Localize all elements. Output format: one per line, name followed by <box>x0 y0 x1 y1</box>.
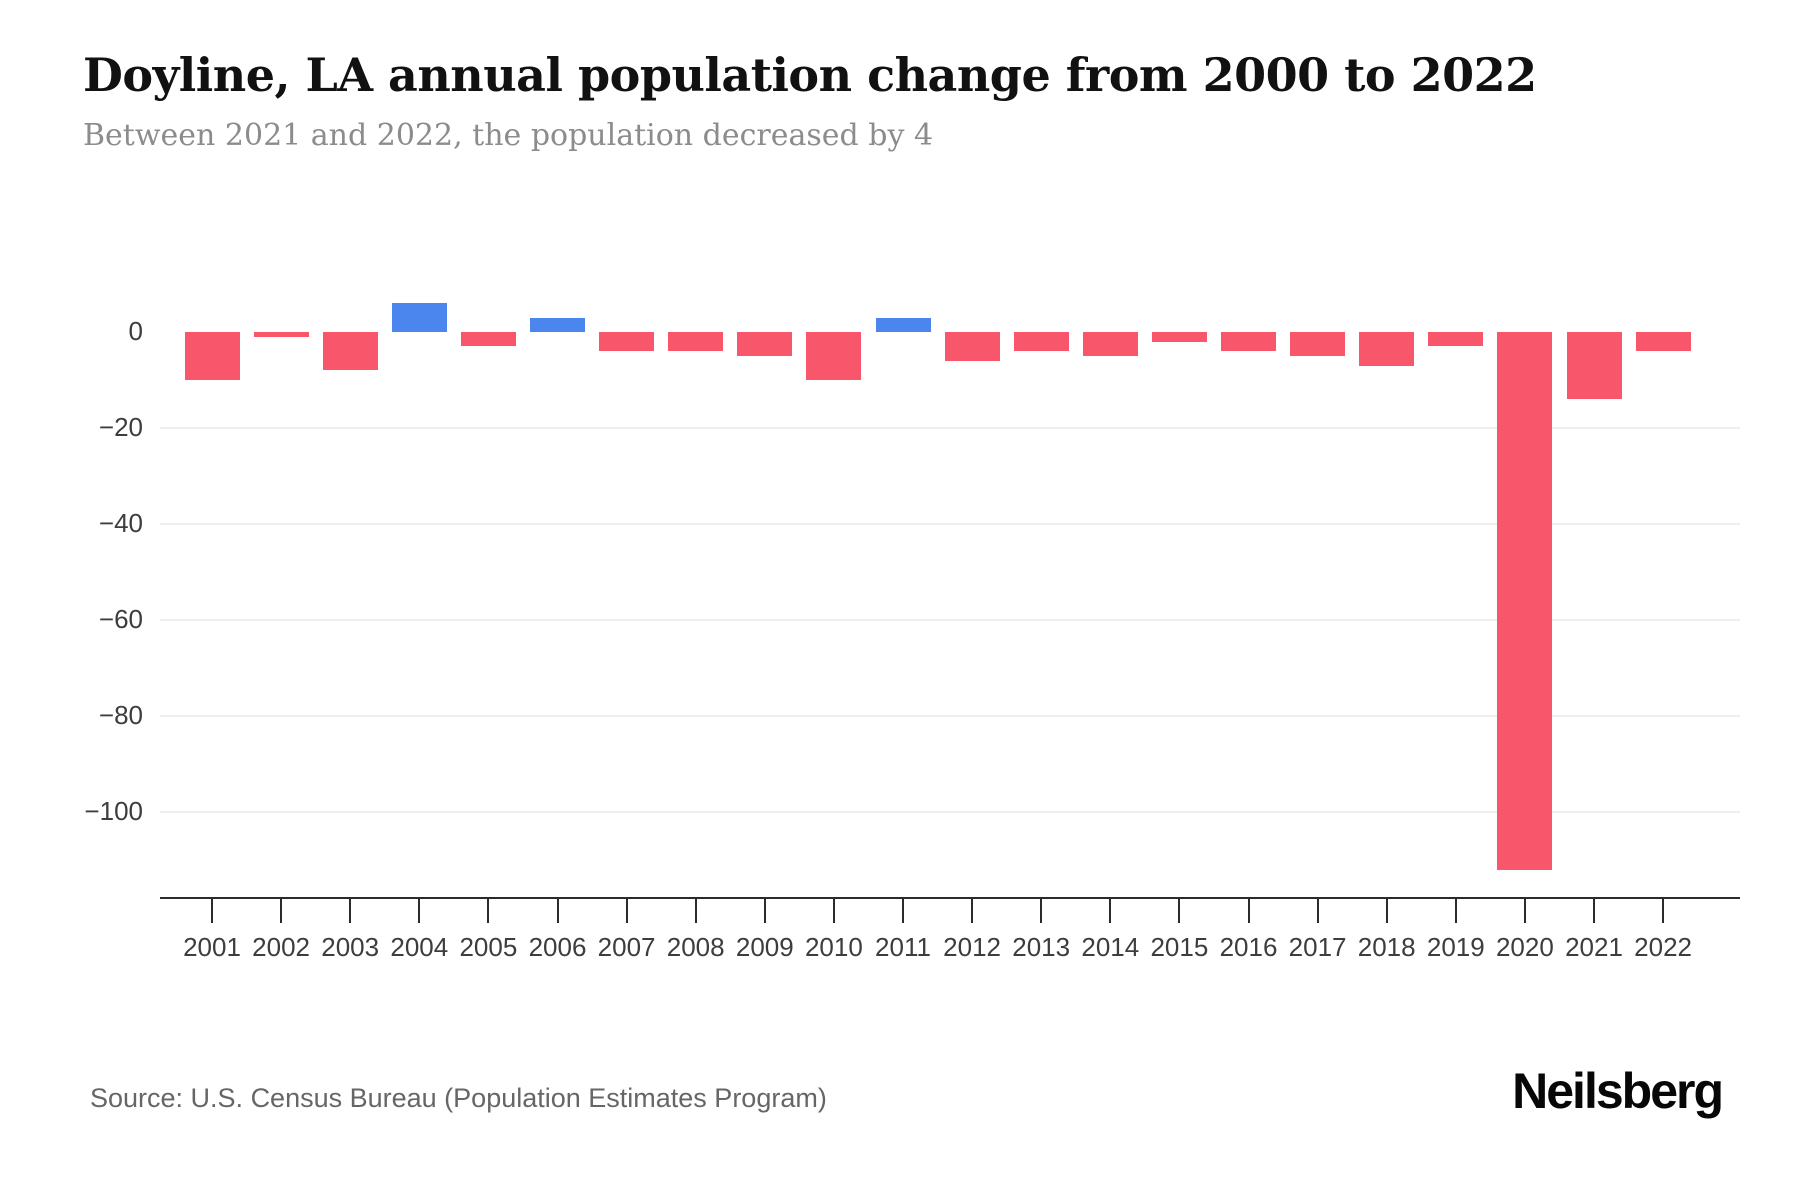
x-tick-2021 <box>1593 897 1595 923</box>
x-axis-label-2007: 2007 <box>597 932 656 962</box>
bar-2021[interactable] <box>1566 332 1622 400</box>
bar-2019[interactable] <box>1428 332 1484 347</box>
bar-2007[interactable] <box>599 332 655 352</box>
x-axis-label-2009: 2009 <box>735 932 794 962</box>
x-axis-label-2005: 2005 <box>459 932 518 962</box>
y-axis-label--60: −60 <box>98 604 143 634</box>
gridline--80 <box>160 715 1740 717</box>
x-axis-label-2017: 2017 <box>1288 932 1347 962</box>
x-tick-2017 <box>1316 897 1319 923</box>
neilsberg-logo: Neilsberg <box>1512 1063 1724 1119</box>
bar-2012[interactable] <box>944 332 1000 361</box>
x-axis-label-2006: 2006 <box>528 932 587 962</box>
x-axis-label-2015: 2015 <box>1150 932 1209 962</box>
bar-2005[interactable] <box>460 332 516 347</box>
bar-2006[interactable] <box>530 317 585 332</box>
x-tick-2004 <box>418 897 421 923</box>
x-tick-2001 <box>211 897 213 923</box>
x-axis-label-2002: 2002 <box>252 932 311 962</box>
x-axis-label-2021: 2021 <box>1565 932 1623 962</box>
bar-2002[interactable] <box>253 332 309 337</box>
bar-2018[interactable] <box>1359 332 1415 366</box>
x-axis-label-2014: 2014 <box>1081 932 1140 962</box>
bar-chart-plot-area: 0 −20 −40 −60 −80 −100 2001 2002 2003 2004 2005 200… <box>84 303 1740 962</box>
x-tick-2006 <box>556 897 559 923</box>
bar-2004[interactable] <box>391 303 447 332</box>
x-tick-2007 <box>625 897 628 923</box>
y-axis-label--80: −80 <box>98 700 143 730</box>
chart-subtitle: Between 2021 and 2022, the population de… <box>83 118 934 153</box>
x-tick-2022 <box>1662 897 1665 923</box>
bar-2015[interactable] <box>1151 332 1207 342</box>
bar-2011[interactable] <box>875 317 931 332</box>
x-tick-2014 <box>1109 897 1112 923</box>
x-axis-label-2004: 2004 <box>390 932 449 962</box>
x-axis-label-2003: 2003 <box>321 932 380 962</box>
x-axis-label-2016: 2016 <box>1219 932 1278 962</box>
bar-2010[interactable] <box>806 332 862 380</box>
x-tick-2018 <box>1385 897 1388 923</box>
x-axis-label-2013: 2013 <box>1012 932 1071 962</box>
y-axis-label--20: −20 <box>98 412 143 442</box>
bar-2003[interactable] <box>322 332 378 371</box>
chart-title: Doyline, LA annual population change fro… <box>83 48 1537 102</box>
x-axis-label-2022: 2022 <box>1634 932 1693 962</box>
x-axis-label-2008: 2008 <box>666 932 725 962</box>
bar-2013[interactable] <box>1013 332 1069 352</box>
x-tick-2005 <box>487 897 490 923</box>
x-axis-label-2001: 2001 <box>183 932 241 962</box>
x-tick-2003 <box>349 897 352 923</box>
bar-2016[interactable] <box>1221 332 1276 352</box>
x-axis-line <box>160 897 1740 899</box>
y-axis-label--100: −100 <box>84 796 143 826</box>
x-tick-2016 <box>1247 897 1250 923</box>
x-axis-label-2019: 2019 <box>1426 932 1485 962</box>
bar-2008[interactable] <box>668 332 724 352</box>
bar-2014[interactable] <box>1082 332 1138 356</box>
gridline--100 <box>160 811 1740 813</box>
x-tick-2010 <box>832 897 835 923</box>
bar-2009[interactable] <box>737 332 793 356</box>
bar-2020[interactable] <box>1497 332 1553 870</box>
x-tick-2009 <box>763 897 766 923</box>
x-axis-label-2011: 2011 <box>875 932 931 962</box>
x-tick-2015 <box>1178 897 1181 923</box>
x-tick-2012 <box>971 897 974 923</box>
bar-2001[interactable] <box>184 332 240 380</box>
y-axis-label-0: 0 <box>128 316 143 346</box>
source-note: Source: U.S. Census Bureau (Population E… <box>90 1083 827 1113</box>
x-axis-label-2018: 2018 <box>1357 932 1416 962</box>
y-axis-label--40: −40 <box>98 508 143 538</box>
x-tick-2019 <box>1454 897 1457 923</box>
x-tick-2020 <box>1523 897 1526 923</box>
x-tick-2002 <box>280 897 283 923</box>
gridline--40 <box>160 523 1740 525</box>
x-tick-2013 <box>1040 897 1043 923</box>
x-axis-label-2010: 2010 <box>804 932 863 962</box>
x-tick-2011 <box>902 897 904 923</box>
x-tick-2008 <box>694 897 697 923</box>
bar-2017[interactable] <box>1290 332 1346 356</box>
gridline--60 <box>160 619 1740 621</box>
gridline--20 <box>160 427 1740 429</box>
bar-2022[interactable] <box>1635 332 1691 352</box>
x-axis-label-2020: 2020 <box>1495 932 1554 962</box>
x-axis-label-2012: 2012 <box>943 932 1002 962</box>
